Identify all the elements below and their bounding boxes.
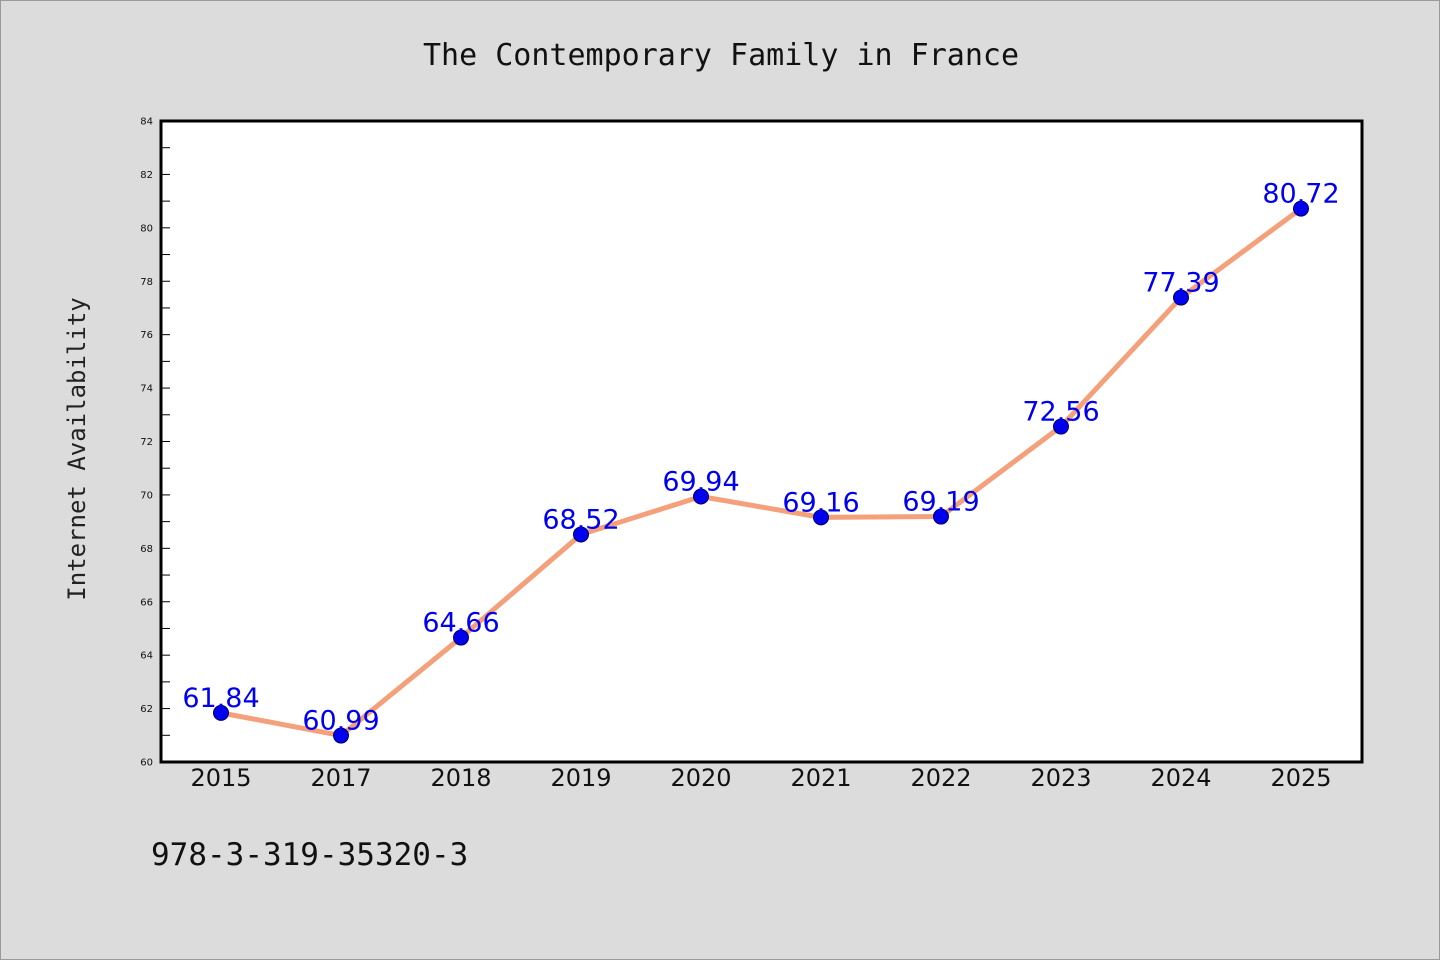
data-point xyxy=(213,704,229,721)
data-labels-group: 61.84 60.99 64.66 68.52 69.94 69.16 69.19 72.56… xyxy=(182,179,1339,737)
data-point xyxy=(453,629,469,646)
data-label: 69.19 xyxy=(902,487,979,518)
x-tick-label: 2020 xyxy=(670,764,731,792)
data-label: 60.99 xyxy=(302,706,379,737)
x-tick-label: 2015 xyxy=(190,764,251,792)
series-line xyxy=(218,206,1304,739)
data-point xyxy=(813,509,829,526)
data-point xyxy=(1293,200,1309,217)
data-point xyxy=(693,488,709,505)
isbn-footnote: 978-3-319-35320-3 xyxy=(151,837,468,873)
x-tick-label: 2018 xyxy=(430,764,491,792)
plot-area xyxy=(161,121,1362,762)
y-axis-label: Internet Availability xyxy=(63,297,91,600)
y-tick-label: 84 xyxy=(140,117,153,128)
x-tick-label: 2021 xyxy=(790,764,851,792)
y-tick-label: 74 xyxy=(140,384,153,395)
plot-frame xyxy=(159,119,1364,764)
data-point xyxy=(573,526,589,543)
markers-group xyxy=(213,200,1309,744)
x-tick-label: 2017 xyxy=(310,764,371,792)
y-axis: 60 62 64 66 68 70 72 74 76 78 80 82 84 xyxy=(140,117,170,769)
data-point xyxy=(333,727,349,744)
y-tick-label: 62 xyxy=(140,704,153,715)
y-tick-label: 64 xyxy=(140,651,153,662)
data-label: 64.66 xyxy=(422,608,499,639)
data-label: 61.84 xyxy=(182,683,259,714)
y-tick-label: 80 xyxy=(140,223,153,234)
data-label: 68.52 xyxy=(542,504,619,535)
y-tick-label: 68 xyxy=(140,544,153,555)
y-tick-label: 76 xyxy=(140,330,153,341)
y-tick-label: 70 xyxy=(140,490,153,501)
data-label: 80.72 xyxy=(1262,179,1339,210)
y-tick-label: 66 xyxy=(140,597,153,608)
data-point xyxy=(1173,289,1189,306)
x-tick-label: 2022 xyxy=(910,764,971,792)
data-point xyxy=(933,508,949,525)
data-label: 77.39 xyxy=(1142,268,1219,299)
data-label: 69.16 xyxy=(782,487,859,518)
chart-title: The Contemporary Family in France xyxy=(423,38,1019,73)
data-label: 72.56 xyxy=(1022,397,1099,428)
series-line-group xyxy=(218,206,1304,739)
x-tick-label: 2024 xyxy=(1150,764,1211,792)
y-tick-label: 60 xyxy=(140,758,153,769)
y-tick-label: 82 xyxy=(140,170,153,181)
data-label: 69.94 xyxy=(662,467,739,498)
y-tick-label: 72 xyxy=(140,437,153,448)
y-tick-label: 78 xyxy=(140,277,153,288)
data-point xyxy=(1053,418,1069,435)
x-tick-label: 2019 xyxy=(550,764,611,792)
x-tick-label: 2025 xyxy=(1270,764,1331,792)
x-tick-label: 2023 xyxy=(1030,764,1091,792)
x-axis: 2015 2017 2018 2019 2020 2021 2022 2023 2024 2025 xyxy=(190,764,1331,792)
